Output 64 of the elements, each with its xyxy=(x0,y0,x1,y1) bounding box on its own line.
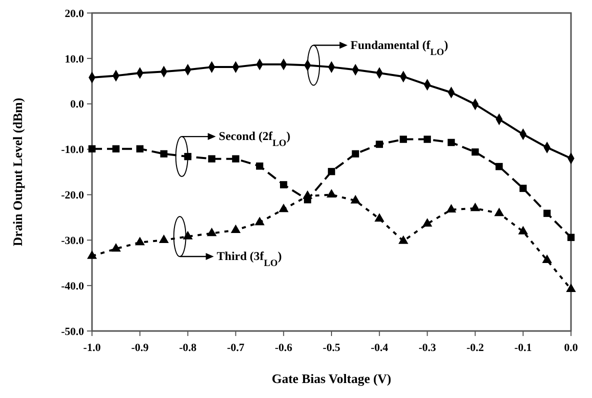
point xyxy=(206,228,217,236)
point xyxy=(88,145,96,152)
point xyxy=(112,145,120,152)
point xyxy=(158,234,169,243)
point xyxy=(470,202,480,212)
point xyxy=(136,145,144,152)
point xyxy=(518,226,528,234)
point xyxy=(278,204,289,212)
point xyxy=(400,136,407,143)
y-tick-label: 20.0 xyxy=(64,8,84,20)
x-tick-label: -0.5 xyxy=(322,342,341,354)
point xyxy=(328,168,336,176)
point xyxy=(374,213,384,222)
x-tick-label: -0.9 xyxy=(131,342,150,354)
point xyxy=(160,150,168,158)
point xyxy=(302,190,312,199)
x-tick-label: -0.1 xyxy=(514,342,532,354)
point xyxy=(542,254,552,263)
point xyxy=(398,235,408,244)
x-tick-label: -0.6 xyxy=(274,342,293,354)
x-tick-label: -0.8 xyxy=(179,342,197,354)
point xyxy=(567,234,575,242)
point xyxy=(494,208,504,216)
y-tick-label: 0.0 xyxy=(70,98,84,111)
x-tick-label: -0.7 xyxy=(226,342,245,354)
point xyxy=(422,218,432,227)
x-tick-label: -0.4 xyxy=(370,342,389,354)
point xyxy=(543,210,551,217)
y-tick-label: 10.0 xyxy=(64,53,84,66)
point xyxy=(352,150,360,158)
point xyxy=(230,224,241,233)
point xyxy=(472,148,479,156)
y-tick-label: -30.0 xyxy=(61,234,84,247)
x-tick-label: 0.0 xyxy=(564,342,578,354)
point xyxy=(446,204,456,213)
point xyxy=(448,138,455,146)
point xyxy=(519,184,527,192)
annotation: Third (3f$_{LO}$) xyxy=(216,249,282,269)
annotation: Second (2f$_{LO}$) xyxy=(218,129,290,149)
x-axis-title: Gate Bias Voltage (V) xyxy=(272,371,392,386)
point xyxy=(566,284,576,292)
y-tick-label: -40.0 xyxy=(61,280,84,292)
point xyxy=(326,189,336,198)
point xyxy=(232,155,240,162)
x-tick-label: -1.0 xyxy=(83,342,102,354)
point xyxy=(350,194,360,204)
point xyxy=(87,250,97,259)
x-tick-label: -0.3 xyxy=(418,342,436,354)
y-axis-title: Drain Output Level (dBm) xyxy=(10,98,25,246)
point xyxy=(254,216,265,226)
point xyxy=(496,162,503,170)
point xyxy=(111,243,121,252)
annotation: Fundamental (f$_{LO}$) xyxy=(350,38,448,58)
point xyxy=(376,140,384,148)
point xyxy=(208,155,216,162)
point xyxy=(134,236,145,246)
point xyxy=(424,136,431,143)
y-tick-label: -20.0 xyxy=(61,190,84,202)
y-tick-label: -10.0 xyxy=(61,144,84,156)
x-tick-label: -0.2 xyxy=(466,342,484,354)
point xyxy=(182,230,193,240)
y-tick-label: -50.0 xyxy=(61,326,84,338)
point xyxy=(280,181,288,188)
point xyxy=(256,162,264,170)
